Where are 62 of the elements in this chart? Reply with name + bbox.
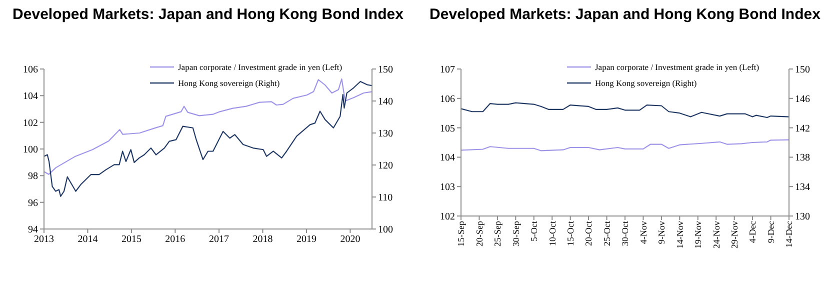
x-tick-label: 2015 — [121, 234, 142, 245]
y-tick-label: 105 — [440, 123, 455, 134]
chart-title: Developed Markets: Japan and Hong Kong Bond Index — [430, 6, 822, 23]
y-tick-label: 107 — [440, 64, 455, 76]
legend-label: Hong Kong sovereign (Right) — [178, 78, 280, 88]
y-tick-label: 106 — [23, 64, 38, 76]
x-tick-label: 4-Dec — [748, 221, 758, 243]
x-tick-label: 10-Oct — [547, 220, 558, 246]
legend-label: Hong Kong sovereign (Right) — [595, 78, 697, 88]
y2-tick-label: 110 — [378, 192, 393, 204]
line-series — [460, 139, 790, 152]
x-tick-label: 15-Oct — [565, 220, 576, 246]
y-tick-label: 102 — [440, 212, 455, 222]
line-series — [43, 80, 373, 197]
y2-tick-label: 142 — [795, 123, 810, 134]
y2-tick-label: 134 — [795, 182, 810, 194]
x-tick-label: 30-Oct — [620, 220, 630, 246]
x-tick-label: 2013 — [34, 234, 54, 245]
x-tick-label: 15-Sep — [456, 220, 466, 246]
chart-title: Developed Markets: Japan and Hong Kong Bond Index — [12, 6, 404, 23]
x-tick-label: 24-Nov — [711, 220, 722, 248]
x-tick-label: 2018 — [252, 234, 273, 245]
x-tick-label: 4-Nov — [638, 220, 648, 244]
y-tick-label: 96 — [28, 198, 38, 209]
legend-label: Japan corporate / Investment grade in yen (Left) — [178, 62, 342, 72]
y-tick-label: 102 — [23, 118, 38, 129]
x-tick-label: 20-Oct — [584, 220, 594, 246]
x-tick-label: 2014 — [78, 234, 98, 245]
y-tick-label: 100 — [23, 144, 38, 156]
x-tick-label: 2019 — [296, 234, 316, 245]
x-tick-label: 30-Sep — [510, 220, 521, 246]
y2-tick-label: 120 — [378, 160, 393, 172]
y2-tick-label: 140 — [378, 96, 393, 108]
x-tick-label: 2016 — [165, 234, 186, 245]
x-tick-label: 19-Nov — [693, 220, 704, 248]
y2-tick-label: 130 — [795, 212, 810, 222]
y2-tick-label: 138 — [795, 152, 810, 164]
x-tick-label: 25-Sep — [492, 220, 503, 246]
x-tick-label: 5-Oct — [529, 220, 540, 242]
legend-label: Japan corporate / Investment grade in yen (Left) — [595, 62, 760, 72]
y2-tick-label: 100 — [378, 224, 393, 236]
y2-tick-label: 150 — [378, 64, 393, 76]
y-tick-label: 103 — [440, 182, 455, 194]
y2-tick-label: 146 — [795, 94, 810, 105]
line-series — [460, 102, 790, 118]
x-tick-label: 2017 — [209, 234, 230, 245]
x-tick-label: 2020 — [340, 234, 360, 245]
y2-tick-label: 130 — [378, 128, 393, 140]
line-series — [43, 78, 373, 175]
x-tick-label: 9-Nov — [656, 220, 667, 244]
x-tick-label: 14-Dec — [784, 221, 794, 248]
x-tick-label: 29-Nov — [729, 220, 740, 248]
y-tick-label: 98 — [28, 171, 38, 182]
y-tick-label: 104 — [440, 152, 455, 164]
y-tick-label: 104 — [23, 91, 38, 102]
x-tick-label: 14-Nov — [674, 220, 685, 248]
x-tick-label: 25-Oct — [602, 220, 612, 246]
x-tick-label: 9-Dec — [766, 221, 776, 243]
y2-tick-label: 150 — [795, 64, 810, 76]
y-tick-label: 94 — [28, 224, 38, 236]
y-tick-label: 106 — [440, 94, 455, 105]
x-tick-label: 20-Sep — [474, 220, 484, 246]
